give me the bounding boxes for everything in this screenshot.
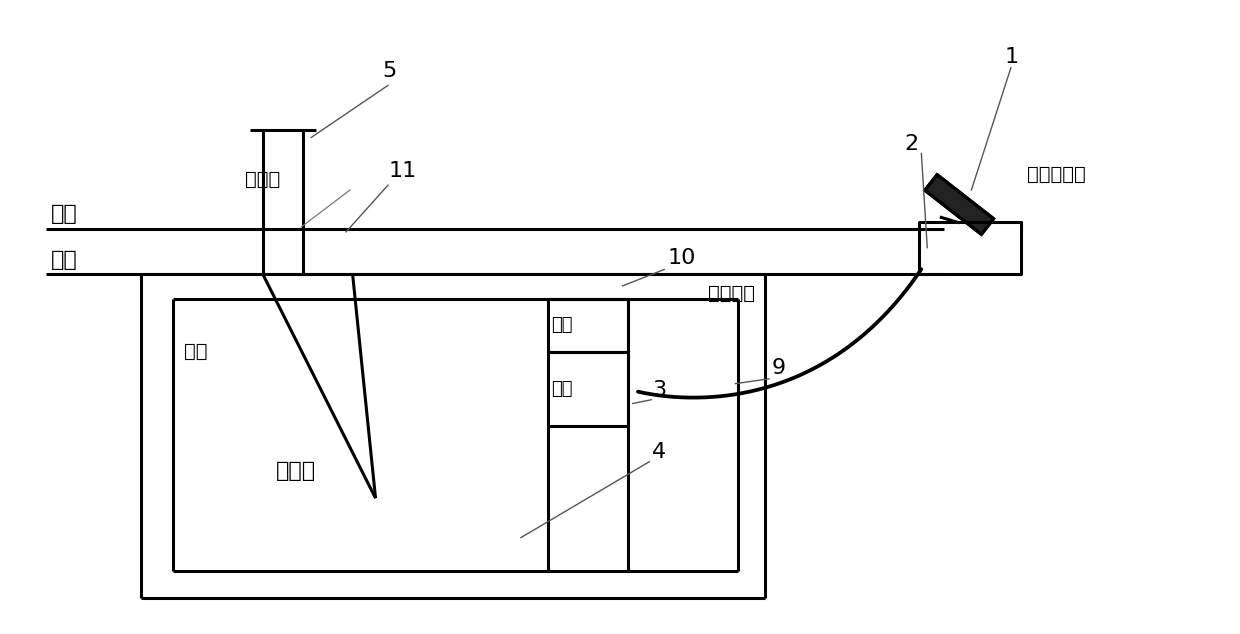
Text: 底泥: 底泥: [51, 250, 78, 270]
Text: 3: 3: [652, 380, 666, 399]
Text: 阴极: 阴极: [184, 342, 207, 361]
Polygon shape: [925, 174, 993, 235]
Text: 4: 4: [652, 443, 666, 462]
Text: 正极: 正极: [551, 316, 573, 335]
Text: 入水口: 入水口: [244, 170, 280, 189]
Text: 电源: 电源: [551, 380, 573, 398]
Text: 河水: 河水: [51, 204, 78, 224]
Text: 5: 5: [382, 61, 397, 81]
Text: 1: 1: [1004, 47, 1018, 67]
Text: 太阳能供电: 太阳能供电: [1027, 165, 1086, 184]
Text: 11: 11: [388, 160, 417, 181]
Text: 9: 9: [771, 358, 786, 378]
Text: 10: 10: [668, 249, 697, 268]
Text: 氧气出口: 氧气出口: [708, 283, 755, 302]
Text: 储水罐: 储水罐: [275, 462, 316, 481]
Text: 2: 2: [904, 134, 919, 153]
